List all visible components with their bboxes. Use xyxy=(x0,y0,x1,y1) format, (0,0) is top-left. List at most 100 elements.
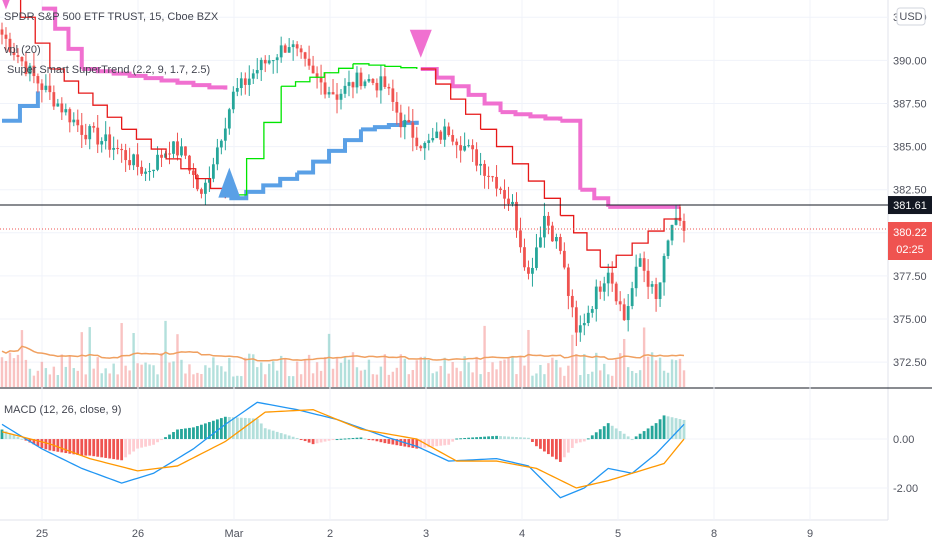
macd-histogram-bar xyxy=(215,419,219,440)
macd-histogram-bar xyxy=(80,439,84,456)
candle-body xyxy=(586,312,590,324)
time-axis-labels[interactable]: 25 26 Mar 2 3 4 5 8 9 xyxy=(36,528,813,540)
price-axis-labels[interactable]: 372.50 375.00 377.50 382.50 385.00 387.50 390.… xyxy=(893,12,927,369)
candle-body xyxy=(606,272,610,284)
macd-histogram-bar xyxy=(104,439,108,458)
macd-histogram-bar xyxy=(371,439,375,441)
candle-body xyxy=(451,135,455,142)
volume-bar xyxy=(379,366,383,387)
macd-axis-labels[interactable]: 0.00 -2.00 xyxy=(893,434,918,495)
macd-histogram-bar xyxy=(263,428,267,440)
candle-body xyxy=(491,176,494,178)
volume-bar xyxy=(56,375,60,387)
volume-bar xyxy=(551,357,554,387)
volume-bar xyxy=(547,363,550,387)
macd-histogram-bar xyxy=(227,417,231,440)
candle-body xyxy=(363,81,367,87)
volume-bar xyxy=(642,327,646,387)
vpl-legend[interactable]: vpl (20) xyxy=(4,44,41,56)
volume-bar xyxy=(116,374,119,387)
candle-body xyxy=(259,59,263,71)
volume-histogram xyxy=(0,320,686,387)
volume-bar xyxy=(295,361,299,387)
macd-histogram-bar xyxy=(383,439,387,444)
candle-body xyxy=(666,240,670,256)
macd-histogram-bar xyxy=(594,432,598,440)
volume-bar xyxy=(311,373,315,387)
volume-bar xyxy=(272,361,275,387)
macd-histogram-bar xyxy=(367,439,371,441)
supertrend-segment xyxy=(420,68,482,130)
volume-bar xyxy=(136,363,139,387)
macd-histogram-bar xyxy=(443,439,447,446)
currency-button[interactable] xyxy=(896,7,926,26)
candle-body xyxy=(638,258,642,267)
macd-histogram-bar xyxy=(578,439,582,443)
macd-histogram-bar xyxy=(503,436,506,440)
volume-bar xyxy=(682,370,686,387)
volume-bar xyxy=(264,374,267,387)
macd-histogram-bar xyxy=(311,439,315,445)
macd-histogram-bar xyxy=(307,439,311,443)
volume-bar xyxy=(375,374,379,387)
volume-bar xyxy=(108,373,111,387)
volume-bar xyxy=(176,334,179,387)
candle-body xyxy=(507,198,510,204)
signal-markers xyxy=(2,0,432,198)
volume-bar xyxy=(495,369,498,387)
buy-signal-marker xyxy=(218,167,241,198)
macd-histogram-bar xyxy=(188,427,191,440)
candle-body xyxy=(60,103,64,113)
volume-bar xyxy=(439,365,442,387)
volume-bar xyxy=(100,373,103,387)
supertrend-legend[interactable]: Super Smart SuperTrend (2.2, 9, 1.7, 2.5… xyxy=(7,64,210,76)
macd-histogram-bar xyxy=(550,439,554,457)
volume-bar xyxy=(8,352,12,387)
macd-histogram-bar xyxy=(132,439,136,452)
volume-bar xyxy=(355,367,359,387)
macd-histogram-bar xyxy=(674,418,678,440)
macd-histogram-bar xyxy=(200,424,203,440)
macd-histogram-bar xyxy=(243,417,247,440)
macd-histogram-bar xyxy=(231,417,235,440)
candle-body xyxy=(642,258,646,271)
volume-bar xyxy=(455,367,458,387)
candle-body xyxy=(527,267,530,274)
volume-bar xyxy=(44,368,48,387)
time-tick-label: 4 xyxy=(519,528,525,540)
macd-histogram-bar xyxy=(547,439,550,455)
macd-histogram-bar xyxy=(247,418,251,440)
macd-histogram-bar xyxy=(204,423,207,440)
volume-bar xyxy=(591,371,594,387)
volume-bar xyxy=(248,353,251,387)
macd-histogram-bar xyxy=(16,436,20,440)
candle-body xyxy=(327,92,331,95)
candle-body xyxy=(323,82,327,95)
candle-body xyxy=(180,146,183,156)
macd-legend[interactable]: MACD (12, 26, close, 9) xyxy=(4,404,121,416)
volume-bar xyxy=(391,371,395,387)
volume-bar xyxy=(347,359,351,387)
volume-bar xyxy=(307,354,311,387)
price-lines xyxy=(0,204,888,230)
candle-body xyxy=(483,163,486,176)
volume-bar xyxy=(615,359,618,387)
candle-body xyxy=(475,149,479,166)
volume-bar xyxy=(200,374,203,387)
band-segment xyxy=(500,110,563,121)
candle-body xyxy=(503,190,506,199)
volume-bar xyxy=(40,361,44,387)
volume-bar xyxy=(76,370,79,387)
candle-body xyxy=(403,119,407,128)
volume-bar xyxy=(583,354,586,387)
candle-body xyxy=(427,140,431,144)
macd-histogram-bar xyxy=(554,439,558,460)
chart-title[interactable]: SPDR S&P 500 ETF TRUST, 15, Cboe BZX xyxy=(4,11,219,23)
time-tick-label: 26 xyxy=(132,528,144,540)
price-tick-label: 372.50 xyxy=(893,357,927,369)
candle-body xyxy=(104,134,108,142)
volume-bar xyxy=(674,360,678,387)
candle-body xyxy=(495,176,498,189)
macd-histogram-bar xyxy=(427,439,431,448)
